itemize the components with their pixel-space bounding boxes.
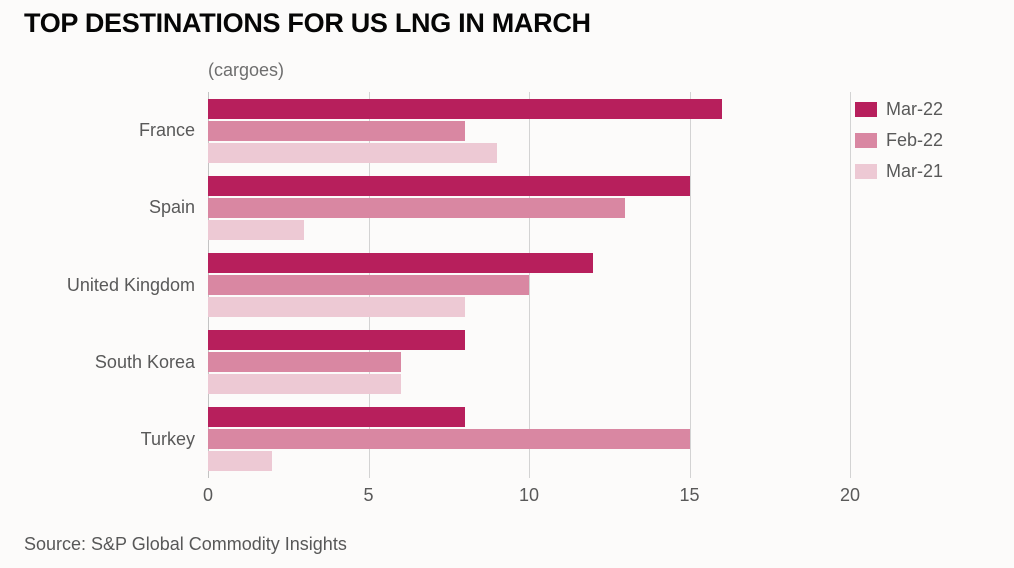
bar-mar-22 <box>208 407 465 428</box>
legend-swatch <box>855 132 877 148</box>
x-tick-label: 10 <box>518 485 540 505</box>
legend-item: Mar-21 <box>855 162 943 180</box>
source-text: Source: S&P Global Commodity Insights <box>24 534 347 554</box>
category-label: Turkey <box>140 428 195 449</box>
bar-group <box>208 92 850 169</box>
x-tick-label: 15 <box>679 485 700 505</box>
legend-label: Mar-22 <box>886 99 944 119</box>
legend: Mar-22 Feb-22 Mar-21 <box>855 100 943 180</box>
bar-mar-21 <box>208 451 273 472</box>
legend-item: Feb-22 <box>855 131 943 149</box>
bar-mar-22 <box>208 330 465 351</box>
bar-feb-22 <box>208 120 465 141</box>
category-label: South Korea <box>94 351 195 372</box>
bar-mar-22 <box>208 98 722 119</box>
bar-mar-21 <box>208 374 401 395</box>
bar-mar-22 <box>208 175 690 196</box>
bar-mar-21 <box>208 142 497 163</box>
category-label: France <box>138 120 195 141</box>
chart-subtitle: (cargoes) <box>208 60 285 80</box>
category-label: Spain <box>148 197 195 218</box>
bar-feb-22 <box>208 429 690 450</box>
legend-label: Mar-21 <box>886 161 944 181</box>
legend-swatch <box>855 101 877 117</box>
bar-group <box>208 169 850 246</box>
x-tick-label: 0 <box>202 485 213 505</box>
legend-swatch <box>855 163 877 179</box>
bar-group <box>208 401 850 478</box>
gridline-10 <box>529 92 530 478</box>
bar-mar-21 <box>208 297 465 317</box>
plot-area <box>208 92 851 478</box>
bar-groups <box>208 92 850 478</box>
chart-title: TOP DESTINATIONS FOR US LNG IN MARCH <box>24 8 591 38</box>
category-label: United Kingdom <box>66 274 195 295</box>
x-tick-label: 20 <box>839 485 861 505</box>
legend-label: Feb-22 <box>886 130 944 150</box>
bar-group <box>208 324 850 401</box>
bar-feb-22 <box>208 197 626 218</box>
bar-group <box>208 246 850 323</box>
gridline-15 <box>689 92 691 478</box>
bar-mar-22 <box>208 253 594 273</box>
bar-feb-22 <box>208 275 529 295</box>
legend-item: Mar-22 <box>855 100 943 118</box>
bar-feb-22 <box>208 352 401 373</box>
x-tick-label: 5 <box>363 485 374 505</box>
gridline-20 <box>850 92 851 478</box>
bar-mar-21 <box>208 219 305 240</box>
category-axis: France Spain United Kingdom South Korea Turk… <box>0 92 195 478</box>
x-axis: 0 5 10 15 20 <box>203 485 860 509</box>
